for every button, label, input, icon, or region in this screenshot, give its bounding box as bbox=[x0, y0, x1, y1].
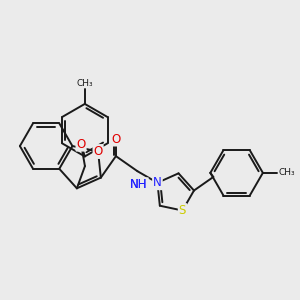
Text: CH₃: CH₃ bbox=[279, 168, 296, 177]
Text: NH: NH bbox=[130, 178, 148, 191]
Text: NH: NH bbox=[130, 178, 148, 191]
Text: CH₃: CH₃ bbox=[76, 79, 93, 88]
Text: O: O bbox=[76, 138, 86, 151]
Text: O: O bbox=[111, 133, 121, 146]
Text: S: S bbox=[179, 204, 186, 217]
Text: N: N bbox=[153, 176, 162, 189]
Text: O: O bbox=[94, 145, 103, 158]
